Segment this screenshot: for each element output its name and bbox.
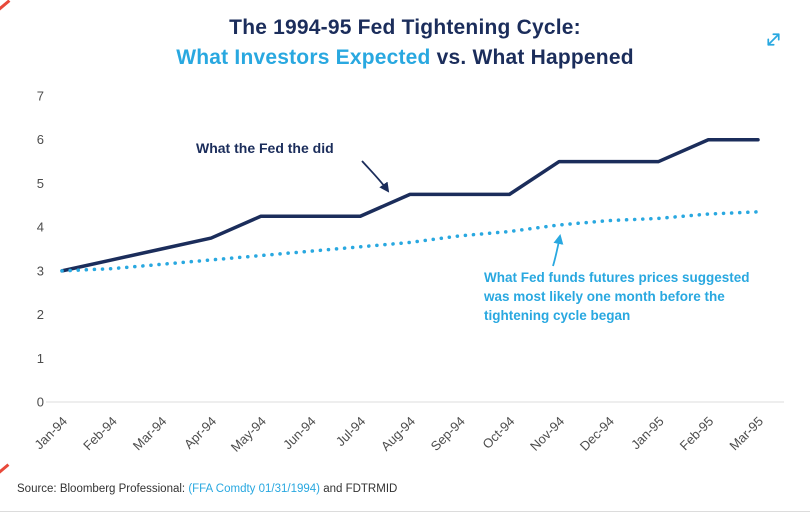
x-tick-label: May-94 [228, 414, 269, 455]
x-tick-label: Dec-94 [577, 414, 617, 454]
annotation-arrow-futures [552, 234, 564, 267]
x-tick-label: Feb-94 [80, 414, 120, 454]
x-tick-label: Mar-94 [130, 414, 170, 454]
x-tick-label: Jul-94 [333, 414, 369, 450]
annotation-futures-label: What Fed funds futures prices suggested … [484, 268, 784, 325]
y-tick-label: 0 [37, 395, 44, 410]
source-prefix: Source: Bloomberg Professional: [17, 483, 189, 495]
source-suffix: and FDTRMID [320, 483, 398, 495]
x-tick-label: Aug-94 [378, 414, 418, 454]
x-tick-label: Nov-94 [527, 414, 567, 454]
x-tick-label: Mar-95 [726, 414, 766, 454]
y-tick-label: 7 [37, 89, 44, 104]
x-tick-label: Jun-94 [280, 414, 319, 453]
chart-title: The 1994-95 Fed Tightening Cycle: What I… [0, 13, 810, 73]
annotation-fed-label: What the Fed the did [196, 140, 334, 156]
chart-title-highlight: What Investors Expected [176, 46, 431, 69]
chart-title-line2: What Investors Expected vs. What Happene… [0, 43, 810, 73]
series-fed-actual [60, 137, 760, 273]
y-tick-label: 4 [37, 220, 44, 235]
x-tick-label: Feb-95 [677, 414, 717, 454]
x-tick-label: Jan-95 [628, 414, 667, 453]
chart-area: 0 1 2 3 4 5 6 7 Jan-94 Feb-94 Mar-94 Apr-94 May-94 Ju… [0, 84, 810, 466]
y-tick-label: 6 [37, 132, 44, 147]
y-tick-label: 5 [37, 176, 44, 191]
expand-arrows-icon[interactable] [764, 30, 783, 49]
y-tick-label: 2 [37, 307, 44, 322]
source-note: Source: Bloomberg Professional: (FFA Com… [17, 483, 397, 495]
annotation-futures-line2: was most likely one month before the [484, 289, 725, 305]
source-link[interactable]: (FFA Comdty 01/31/1994) [188, 483, 320, 495]
chart-title-line1: The 1994-95 Fed Tightening Cycle: [229, 16, 581, 39]
x-tick-label: Apr-94 [181, 414, 219, 452]
red-corner-artifact-top [0, 0, 11, 12]
x-tick-label: Sep-94 [428, 414, 468, 454]
annotation-arrow-fed [361, 160, 390, 193]
annotation-futures-line3: tightening cycle began [484, 308, 631, 324]
annotation-futures-line1: What Fed funds futures prices suggested [484, 270, 750, 285]
x-tick-label: Oct-94 [479, 414, 517, 452]
line-chart: 0 1 2 3 4 5 6 7 Jan-94 Feb-94 Mar-94 Apr-94 May-94 Ju… [31, 89, 784, 455]
y-tick-label: 3 [37, 263, 44, 278]
y-tick-label: 1 [37, 351, 44, 366]
x-tick-label: Jan-94 [31, 414, 70, 453]
chart-title-rest: vs. What Happened [430, 46, 634, 69]
series-futures-expected [60, 210, 760, 273]
